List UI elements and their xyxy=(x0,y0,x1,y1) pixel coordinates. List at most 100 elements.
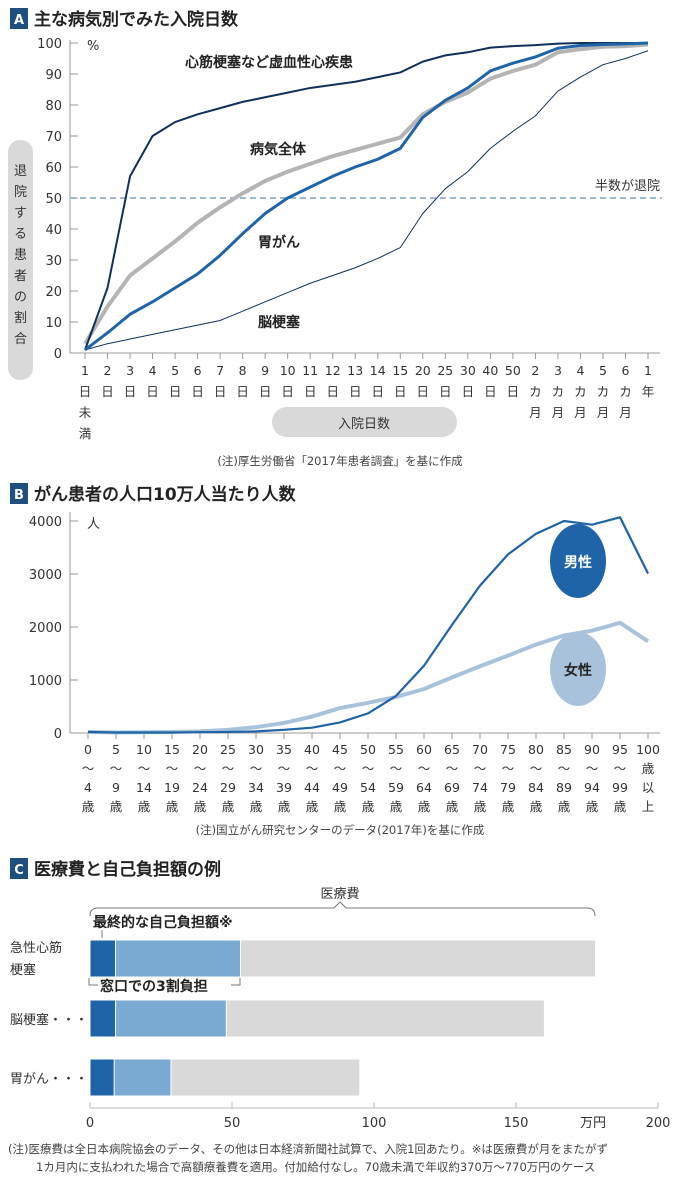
x-tick-label: 1 xyxy=(644,363,652,378)
badge-c-letter: C xyxy=(14,863,24,878)
y-tick-label: 0 xyxy=(54,347,62,362)
x-tick-label: 6 xyxy=(194,363,202,378)
x-tick-label: 80 xyxy=(528,742,544,757)
x-tick-label: 歳 xyxy=(530,799,543,814)
x-tick-label: カ xyxy=(574,384,587,399)
x-tick-label: 歳 xyxy=(306,799,319,814)
x-tick-label: 50 xyxy=(505,363,521,378)
chart-b-title: がん患者の人口10万人当たり人数 xyxy=(34,484,297,505)
y-tick-label: 40 xyxy=(45,223,62,238)
x-tick-label: 〜 xyxy=(250,761,263,776)
line-overall xyxy=(83,42,649,345)
bar-final-burden xyxy=(89,1058,115,1097)
y-tick-label: 0 xyxy=(54,727,62,742)
x-tick-label: 月 xyxy=(574,405,587,420)
y-tick-label: 2000 xyxy=(29,621,62,636)
x-tick-label: 〜 xyxy=(306,761,319,776)
x-tick-label: 19 xyxy=(164,780,180,795)
x-tick-label: 69 xyxy=(444,780,460,795)
badge-a-letter: A xyxy=(14,13,24,28)
x-tick-label: 40 xyxy=(304,742,320,757)
copay-label: 窓口での3割負担 xyxy=(100,978,208,995)
y-axis-label-pill xyxy=(8,140,33,380)
x-tick-label: 日 xyxy=(124,384,137,399)
x-tick-label: 90 xyxy=(584,742,600,757)
y-tick-label: 30 xyxy=(45,254,62,269)
chart-c-title: 医療費と自己負担額の例 xyxy=(34,859,221,880)
y-tick-label: 90 xyxy=(45,68,62,83)
x-tick-label: 〜 xyxy=(278,761,291,776)
x-tick-label: 25 xyxy=(437,363,453,378)
x-tick-label: 〜 xyxy=(586,761,599,776)
y-axis-label-char: 院 xyxy=(14,185,27,200)
x-tick-label: 15 xyxy=(164,742,180,757)
y-axis-label-char: 退 xyxy=(14,164,27,179)
x-tick-label: 85 xyxy=(556,742,572,757)
x-tick-label: 歳 xyxy=(418,799,431,814)
y-tick-label: 50 xyxy=(45,192,62,207)
x-tick-label: 〜 xyxy=(474,761,487,776)
x-tick-label: 日 xyxy=(507,384,520,399)
badge-a xyxy=(10,8,28,29)
x-tick-label: 3 xyxy=(126,363,134,378)
x-tick-label: 14 xyxy=(136,780,152,795)
chart-c-note-line-2: 1カ月内に支払われた場合で高額療養費を適用。付加給付なし。70歳未満で年収約37… xyxy=(36,1160,595,1174)
x-tick-label: 日 xyxy=(462,384,475,399)
x-tick-label: 99 xyxy=(612,780,628,795)
x-tick-label: 55 xyxy=(388,742,404,757)
x-tick-label: 歳 xyxy=(250,799,263,814)
x-tick-label: 歳 xyxy=(502,799,515,814)
x-tick-label: 以 xyxy=(642,780,655,795)
x-tick-label: 70 xyxy=(472,742,488,757)
y-tick-label: 3000 xyxy=(29,568,62,583)
x-tick-label: 25 xyxy=(220,742,236,757)
x-tick-label: 100 xyxy=(636,742,660,757)
reference-line-label: 半数が退院 xyxy=(595,179,660,194)
x-tick-label: 59 xyxy=(388,780,404,795)
x-tick-label: 上 xyxy=(642,799,655,814)
x-tick-label: 歳 xyxy=(586,799,599,814)
x-tick-label: 54 xyxy=(360,780,376,795)
y-tick-label: 20 xyxy=(45,285,62,300)
x-tick-label: 65 xyxy=(444,742,460,757)
x-tick-label: 日 xyxy=(484,384,497,399)
x-tick-label: 74 xyxy=(472,780,488,795)
x-tick-label: 歳 xyxy=(614,799,627,814)
x-tick-label: 歳 xyxy=(362,799,375,814)
badge-c xyxy=(10,858,28,879)
x-tick-label: 日 xyxy=(79,384,92,399)
x-tick-label: 日 xyxy=(169,384,182,399)
x-tick-label: 歳 xyxy=(558,799,571,814)
x-tick-label: 6 xyxy=(622,363,630,378)
x-tick-label: 歳 xyxy=(222,799,235,814)
x-tick-label: 歳 xyxy=(166,799,179,814)
y-axis-label-char: 者 xyxy=(14,269,27,284)
legend-bubble-male xyxy=(550,524,606,598)
x-tick-label: 日 xyxy=(281,384,294,399)
series-label-heart: 心筋梗塞など虚血性心疾患 xyxy=(185,54,353,71)
x-tick-label: 79 xyxy=(500,780,516,795)
x-tick-label: 45 xyxy=(332,742,348,757)
x-tick-label: 月 xyxy=(619,405,632,420)
x-tick-label: 0 xyxy=(84,742,92,757)
x-axis-label-pill xyxy=(272,407,457,437)
x-tick-label: 12 xyxy=(325,363,341,378)
x-tick-label: 49 xyxy=(332,780,348,795)
x-tick-label: 150 xyxy=(504,1116,529,1131)
legend-label-female: 女性 xyxy=(564,662,592,679)
x-tick-label: 5 xyxy=(599,363,607,378)
badge-b xyxy=(10,483,28,504)
bar-final-burden xyxy=(89,999,117,1038)
x-tick-label: 35 xyxy=(276,742,292,757)
x-tick-label: 64 xyxy=(416,780,432,795)
x-tick-label: 日 xyxy=(417,384,430,399)
x-tick-label: 100 xyxy=(362,1116,387,1131)
y-axis-label-char: の xyxy=(14,290,27,305)
x-tick-label: 60 xyxy=(416,742,432,757)
x-tick-label: 月 xyxy=(597,405,610,420)
badge-b-letter: B xyxy=(14,488,24,503)
x-tick-label: 84 xyxy=(528,780,544,795)
y-axis-label-char: 割 xyxy=(14,310,27,326)
chart-a-title: 主な病気別でみた入院日数 xyxy=(34,9,239,30)
